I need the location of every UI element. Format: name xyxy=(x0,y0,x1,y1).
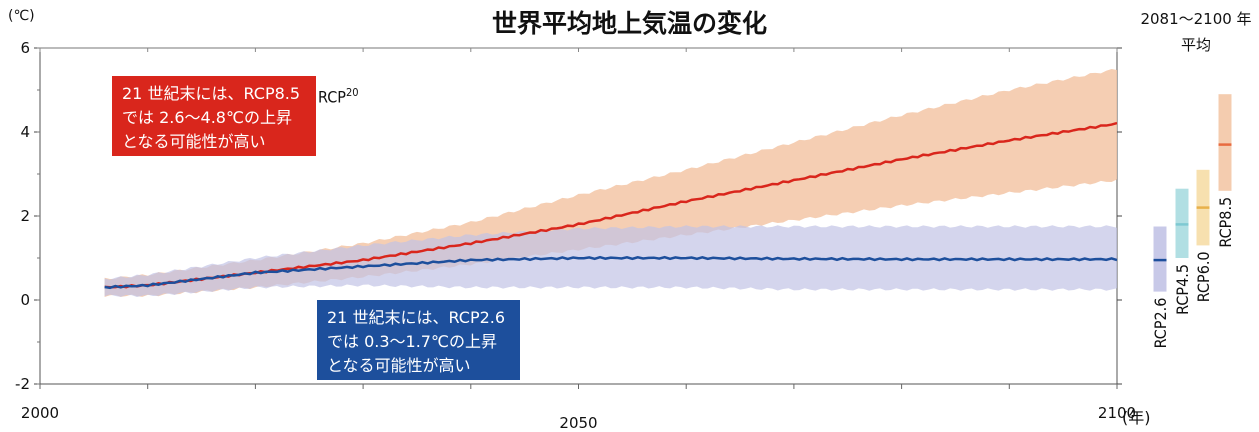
stray-rcp-sup: 20 xyxy=(345,86,359,99)
period-note: 2081〜2100 年 平均 xyxy=(1136,6,1256,58)
x-tick-label: 2100 xyxy=(1098,404,1136,422)
rcp85-mean-line xyxy=(104,121,1118,289)
x-axis-unit: (年) xyxy=(1122,408,1151,427)
y-tick-label: 0 xyxy=(20,291,30,309)
rcp26-mean-line xyxy=(104,255,1118,290)
rcp85-period-bar xyxy=(1218,94,1232,191)
rcp85-callout-line: となる可能性が高い xyxy=(122,132,266,151)
stray-rcp-base: RCP xyxy=(318,87,346,107)
x-tick-label: 2000 xyxy=(21,404,59,422)
y-tick-label: 2 xyxy=(20,207,30,225)
x-tick-label: 2050 xyxy=(559,414,597,432)
stray-rcp-label: RCP20 xyxy=(318,86,359,106)
y-tick-label: 6 xyxy=(20,39,30,57)
y-tick-label: -2 xyxy=(15,375,30,393)
period-note-label: 平均 xyxy=(1180,36,1211,54)
rcp26-period-label: RCP2.6 xyxy=(1151,298,1170,349)
rcp26-callout: 21 世紀末には、RCP2.6 では 0.3〜1.7℃の上昇 となる可能性が高い xyxy=(317,300,520,380)
rcp85-callout-line: では 2.6〜4.8℃の上昇 xyxy=(122,108,292,127)
chart-title: 世界平均地上気温の変化 xyxy=(491,9,767,38)
rcp85-uncertainty-band xyxy=(104,68,1118,298)
rcp85-callout: 21 世紀末には、RCP8.5 では 2.6〜4.8℃の上昇 となる可能性が高い xyxy=(112,76,316,156)
y-axis-unit: (℃) xyxy=(8,8,35,24)
y-tick-label: 4 xyxy=(20,123,30,141)
rcp85-period-label: RCP8.5 xyxy=(1216,197,1235,248)
rcp60-period-label: RCP6.0 xyxy=(1194,251,1213,302)
period-note-range: 2081〜2100 年 xyxy=(1140,10,1252,28)
rcp26-callout-line: 21 世紀末には、RCP2.6 xyxy=(327,308,506,327)
rcp85-callout-line: 21 世紀末には、RCP8.5 xyxy=(122,84,301,103)
rcp26-callout-line: となる可能性が高い xyxy=(327,356,471,375)
rcp45-period-label: RCP4.5 xyxy=(1173,264,1192,315)
rcp26-uncertainty-band xyxy=(104,225,1118,298)
rcp26-callout-line: では 0.3〜1.7℃の上昇 xyxy=(327,332,497,351)
